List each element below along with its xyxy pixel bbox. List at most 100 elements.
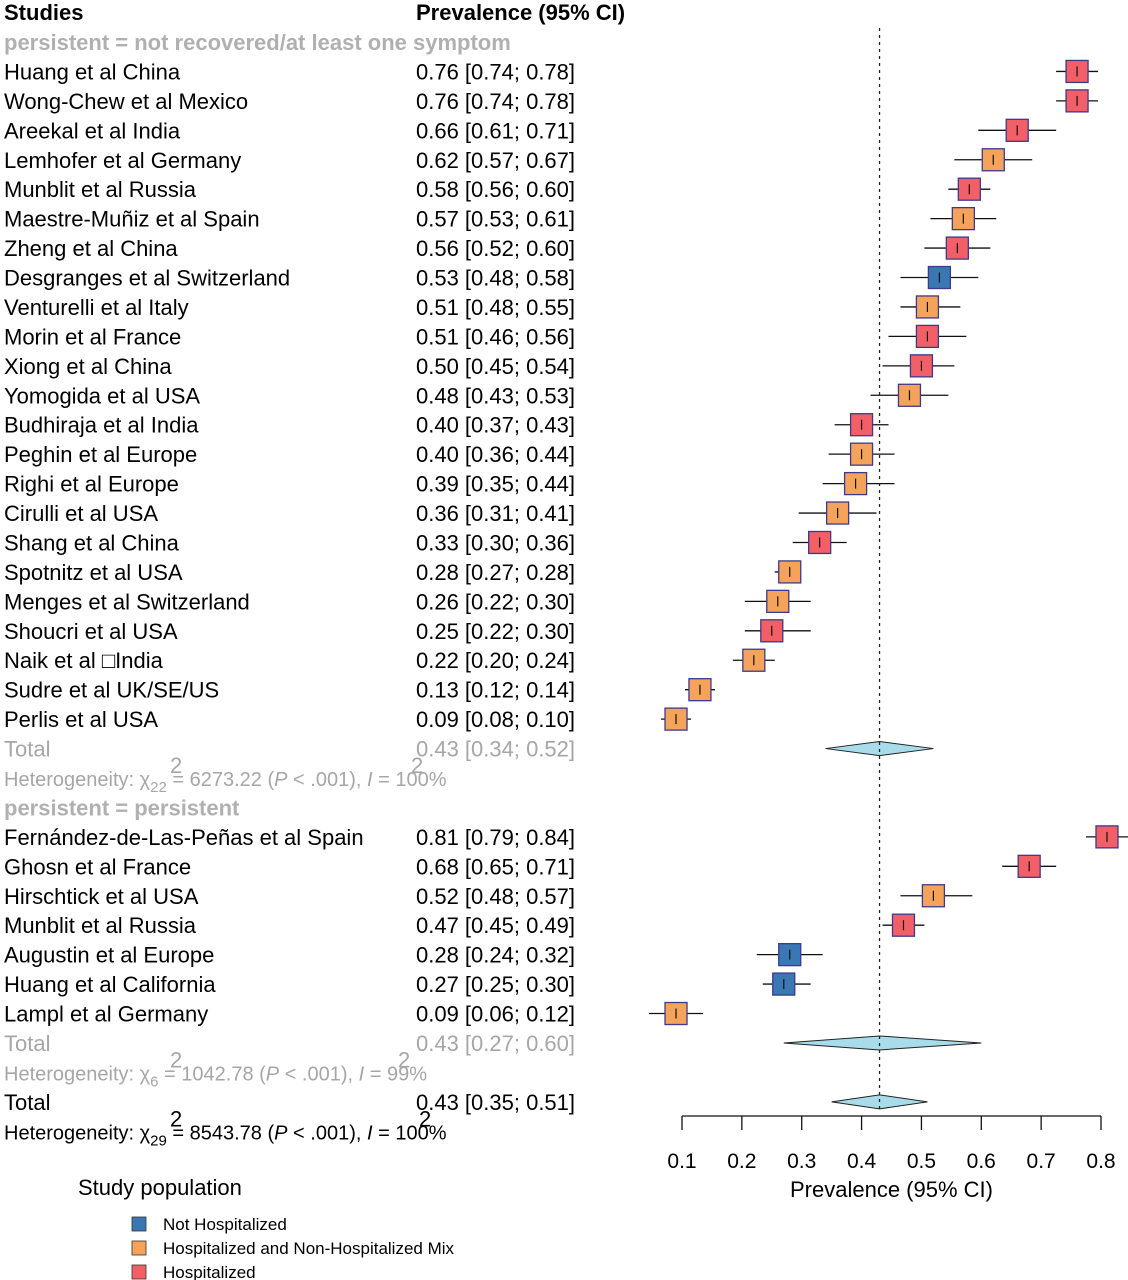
i-superscript: 2 (411, 753, 423, 778)
subgroup-heterogeneity: Heterogeneity: χ22 = 6273.22 (P < .001),… (4, 769, 447, 796)
chi-superscript: 2 (170, 1047, 182, 1072)
legend-item-label: Not Hospitalized (163, 1215, 287, 1234)
study-name: Spotnitz et al USA (4, 560, 183, 585)
study-ci-text: 0.27 [0.25; 0.30] (416, 972, 575, 997)
subgroup-diamond (783, 1035, 982, 1051)
subgroup-title: persistent = not recovered/at least one … (4, 30, 511, 55)
study-marker (756, 942, 823, 967)
study-name: Zheng et al China (4, 236, 178, 261)
study-ci-text: 0.36 [0.31; 0.41] (416, 501, 575, 526)
x-tick-label: 0.1 (667, 1150, 696, 1173)
study-marker (774, 560, 802, 584)
study-marker (792, 530, 847, 555)
study-marker (1086, 825, 1128, 849)
study-name: Shoucri et al USA (4, 619, 178, 644)
subgroup-total-label: Total (4, 737, 50, 762)
study-ci-text: 0.33 [0.30; 0.36] (416, 530, 575, 555)
study-marker (762, 972, 811, 996)
study-marker (828, 442, 895, 466)
studies-header: Studies (4, 0, 83, 25)
prevalence-header: Prevalence (95% CI) (416, 0, 625, 25)
study-name: Budhiraja et al India (4, 413, 199, 438)
study-ci-text: 0.57 [0.53; 0.61] (416, 207, 575, 232)
study-name: Fernández-de-Las-Peñas et al Spain (4, 825, 364, 850)
legend-title: Study population (78, 1175, 242, 1200)
study-marker (744, 619, 811, 643)
legend-item-label: Hospitalized and Non-Hospitalized Mix (163, 1239, 455, 1258)
study-ci-text: 0.22 [0.20; 0.24] (416, 648, 575, 673)
study-marker (661, 707, 691, 731)
study-name: Munblit et al Russia (4, 913, 197, 938)
study-name: Lemhofer et al Germany (4, 148, 241, 173)
study-ci-text: 0.76 [0.74; 0.78] (416, 89, 575, 114)
study-marker (732, 648, 775, 672)
subgroup-diamond (825, 741, 934, 757)
overall-total-ci: 0.43 [0.35; 0.51] (416, 1090, 575, 1115)
study-ci-text: 0.51 [0.46; 0.56] (416, 324, 575, 349)
legend-swatch (131, 1264, 147, 1280)
x-tick-label: 0.8 (1086, 1150, 1115, 1173)
x-tick-label: 0.5 (907, 1150, 936, 1173)
study-marker (834, 413, 889, 437)
x-axis-title: Prevalence (95% CI) (790, 1177, 993, 1202)
study-name: Maestre-Muñiz et al Spain (4, 207, 260, 232)
study-marker (900, 265, 979, 290)
study-name: Menges et al Switzerland (4, 589, 250, 614)
x-tick-label: 0.4 (847, 1150, 877, 1173)
study-name: Venturelli et al Italy (4, 295, 189, 320)
study-ci-text: 0.68 [0.65; 0.71] (416, 854, 575, 879)
x-axis: 0.1 0.2 0.3 0.4 0.5 0.6 0.7 0.8 Prevalence (95% … (667, 1115, 1116, 1202)
study-name: Areekal et al India (4, 118, 181, 143)
study-marker (954, 148, 1033, 172)
study-ci-text: 0.52 [0.48; 0.57] (416, 884, 575, 909)
study-ci-text: 0.25 [0.22; 0.30] (416, 619, 575, 644)
x-tick-label: 0.7 (1027, 1150, 1056, 1173)
study-marker (1056, 89, 1099, 113)
study-marker (870, 383, 949, 407)
study-ci-text: 0.51 [0.48; 0.55] (416, 295, 575, 320)
study-ci-text: 0.76 [0.74; 0.78] (416, 59, 575, 84)
study-name: Righi et al Europe (4, 472, 179, 497)
study-name: Wong-Chew et al Mexico (4, 89, 248, 114)
study-marker (798, 501, 877, 525)
study-ci-text: 0.26 [0.22; 0.30] (416, 589, 575, 614)
legend: Study population Not Hospitalized Hospital… (78, 1175, 455, 1280)
study-marker (744, 589, 811, 614)
study-ci-text: 0.28 [0.24; 0.32] (416, 943, 575, 968)
subgroup-title: persistent = persistent (4, 795, 240, 820)
legend-item-label: Hospitalized (163, 1263, 256, 1280)
study-marker (1002, 854, 1057, 878)
x-tick-label: 0.3 (787, 1150, 816, 1173)
study-marker (930, 206, 997, 231)
study-ci-text: 0.39 [0.35; 0.44] (416, 472, 575, 497)
study-name: Yomogida et al USA (4, 383, 200, 408)
study-name: Huang et al California (4, 972, 216, 997)
study-name: Perlis et al USA (4, 707, 158, 732)
legend-swatch (131, 1240, 147, 1256)
overall-heterogeneity: Heterogeneity: χ29 = 8543.78 (P < .001),… (4, 1122, 447, 1149)
study-marker (888, 324, 967, 349)
study-marker (900, 884, 973, 908)
study-ci-text: 0.66 [0.61; 0.71] (416, 118, 575, 143)
study-marker (1056, 59, 1099, 84)
study-name: Sudre et al UK/SE/US (4, 678, 219, 703)
study-ci-text: 0.53 [0.48; 0.58] (416, 266, 575, 291)
overall-total-label: Total (4, 1090, 50, 1115)
study-name: Munblit et al Russia (4, 177, 197, 202)
chi-superscript: 2 (170, 1106, 182, 1131)
study-name: Peghin et al Europe (4, 442, 197, 467)
x-tick-label: 0.6 (967, 1150, 996, 1173)
study-ci-text: 0.50 [0.45; 0.54] (416, 354, 575, 379)
study-name: Lampl et al Germany (4, 1002, 208, 1027)
study-marker (882, 913, 925, 937)
study-name: Xiong et al China (4, 354, 172, 379)
study-name: Naik et al □India (4, 648, 164, 673)
study-marker (900, 295, 961, 319)
study-ci-text: 0.58 [0.56; 0.60] (416, 177, 575, 202)
study-ci-text: 0.48 [0.43; 0.53] (416, 383, 575, 408)
study-name: Shang et al China (4, 530, 180, 555)
subgroup-total-ci: 0.43 [0.34; 0.52] (416, 737, 575, 762)
i-superscript: 2 (419, 1106, 431, 1131)
study-ci-text: 0.09 [0.08; 0.10] (416, 707, 575, 732)
